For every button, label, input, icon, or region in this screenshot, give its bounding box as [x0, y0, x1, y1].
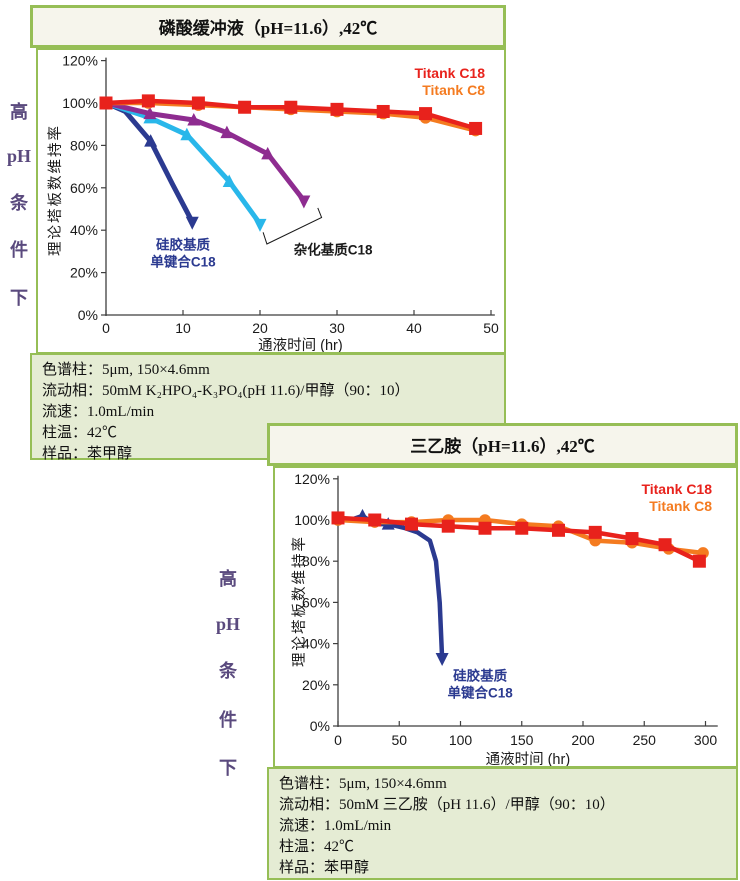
spec-line: 流动相：50mM 三乙胺（pH 11.6）/甲醇（90：10） — [279, 797, 615, 813]
svg-text:0: 0 — [334, 732, 342, 748]
sidebar-char: 条 — [219, 661, 237, 681]
svg-text:0%: 0% — [310, 718, 330, 734]
svg-text:理论塔板数维持率: 理论塔板数维持率 — [290, 535, 308, 667]
sidebar-char: 件 — [219, 709, 237, 730]
svg-text:120%: 120% — [294, 471, 330, 487]
svg-text:Titank C8: Titank C8 — [649, 498, 712, 514]
sidebar-char: pH — [6, 145, 31, 166]
svg-text:50: 50 — [483, 320, 499, 336]
sidebar-high-ph-bottom: 高 pH 条件下 — [212, 565, 244, 780]
svg-text:40: 40 — [406, 320, 422, 336]
spec-line: 样品：苯甲醇 — [42, 446, 133, 462]
svg-text:硅胶基质: 硅胶基质 — [453, 668, 507, 684]
spec-line: 样品：苯甲醇 — [279, 860, 370, 876]
chart-container-phosphate: 0% 20% 40% 60% 80% 100% 120% 0 10 20 30 40 50 通液时间 (h… — [36, 48, 506, 354]
svg-text:20: 20 — [252, 320, 268, 336]
svg-text:100%: 100% — [294, 512, 330, 528]
sidebar-char: 下 — [10, 288, 28, 308]
svg-text:300: 300 — [694, 732, 718, 748]
panel-title-phosphate: 磷酸缓冲液（pH=11.6）,42℃ — [30, 5, 506, 48]
svg-text:10: 10 — [175, 320, 191, 336]
line-chart-triethylamine: 0% 20% 40% 60% 80% 100% 120% 0 50 100 150 200 250 300… — [290, 471, 718, 768]
svg-text:40%: 40% — [302, 636, 330, 652]
svg-text:30: 30 — [329, 320, 345, 336]
chart-container-triethylamine: 0% 20% 40% 60% 80% 100% 120% 0 50 100 150 200 250 300… — [273, 466, 738, 768]
svg-text:200: 200 — [571, 732, 595, 748]
svg-text:Titank C18: Titank C18 — [641, 481, 712, 497]
line-chart-phosphate: 0% 20% 40% 60% 80% 100% 120% 0 10 20 30 40 50 通液时间 (h… — [46, 53, 499, 354]
svg-text:单键合C18: 单键合C18 — [150, 253, 216, 269]
svg-text:100: 100 — [449, 732, 473, 748]
sidebar-char: 下 — [219, 758, 237, 778]
panel-title-text: 磷酸缓冲液（pH=11.6）,42℃ — [158, 19, 378, 38]
svg-text:杂化基质C18: 杂化基质C18 — [294, 242, 373, 258]
svg-text:20%: 20% — [302, 677, 330, 693]
spec-line: 流速：1.0mL/min — [279, 818, 392, 834]
svg-text:20%: 20% — [70, 265, 98, 281]
sidebar-high-ph-top: 高 pH 条件下 — [3, 98, 35, 310]
spec-box-triethylamine: 色谱柱：5μm, 150×4.6mm 流动相：50mM 三乙胺（pH 11.6）/… — [267, 767, 738, 880]
panel-title-triethylamine: 三乙胺（pH=11.6）,42℃ — [267, 423, 738, 466]
svg-text:0: 0 — [102, 320, 110, 336]
svg-text:硅胶基质: 硅胶基质 — [156, 236, 210, 252]
sidebar-char: 件 — [10, 240, 28, 261]
sidebar-char: 高 — [219, 569, 237, 589]
svg-text:60%: 60% — [302, 594, 330, 610]
svg-text:100%: 100% — [62, 95, 98, 111]
spec-line: 流速：1.0mL/min — [42, 404, 155, 420]
sidebar-char: pH — [215, 613, 240, 634]
svg-text:50: 50 — [391, 732, 407, 748]
svg-text:单键合C18: 单键合C18 — [447, 685, 513, 701]
spec-line: 色谱柱：5μm, 150×4.6mm — [279, 776, 447, 792]
svg-text:80%: 80% — [302, 553, 330, 569]
svg-text:40%: 40% — [70, 222, 98, 238]
svg-text:250: 250 — [633, 732, 657, 748]
svg-text:Titank C18: Titank C18 — [414, 65, 485, 81]
svg-text:0%: 0% — [78, 307, 98, 323]
spec-line: 流动相：50mM K₂HPO₄-K₃PO₄(pH 11.6)/甲醇（90：10） — [42, 383, 410, 399]
sidebar-char: 高 — [10, 102, 28, 122]
svg-text:80%: 80% — [70, 137, 98, 153]
svg-text:Titank C8: Titank C8 — [422, 82, 485, 98]
svg-text:60%: 60% — [70, 180, 98, 196]
spec-line: 色谱柱：5μm, 150×4.6mm — [42, 362, 210, 378]
svg-text:150: 150 — [510, 732, 534, 748]
panel-title-text: 三乙胺（pH=11.6）,42℃ — [410, 437, 595, 456]
spec-line: 柱温：42℃ — [279, 839, 355, 855]
svg-text:通液时间 (hr): 通液时间 (hr) — [258, 337, 343, 352]
sidebar-char: 条 — [10, 192, 28, 213]
spec-line: 柱温：42℃ — [42, 425, 118, 441]
svg-text:通液时间 (hr): 通液时间 (hr) — [486, 751, 571, 766]
svg-text:120%: 120% — [62, 53, 98, 69]
svg-text:理论塔板数维持率: 理论塔板数维持率 — [46, 124, 64, 256]
